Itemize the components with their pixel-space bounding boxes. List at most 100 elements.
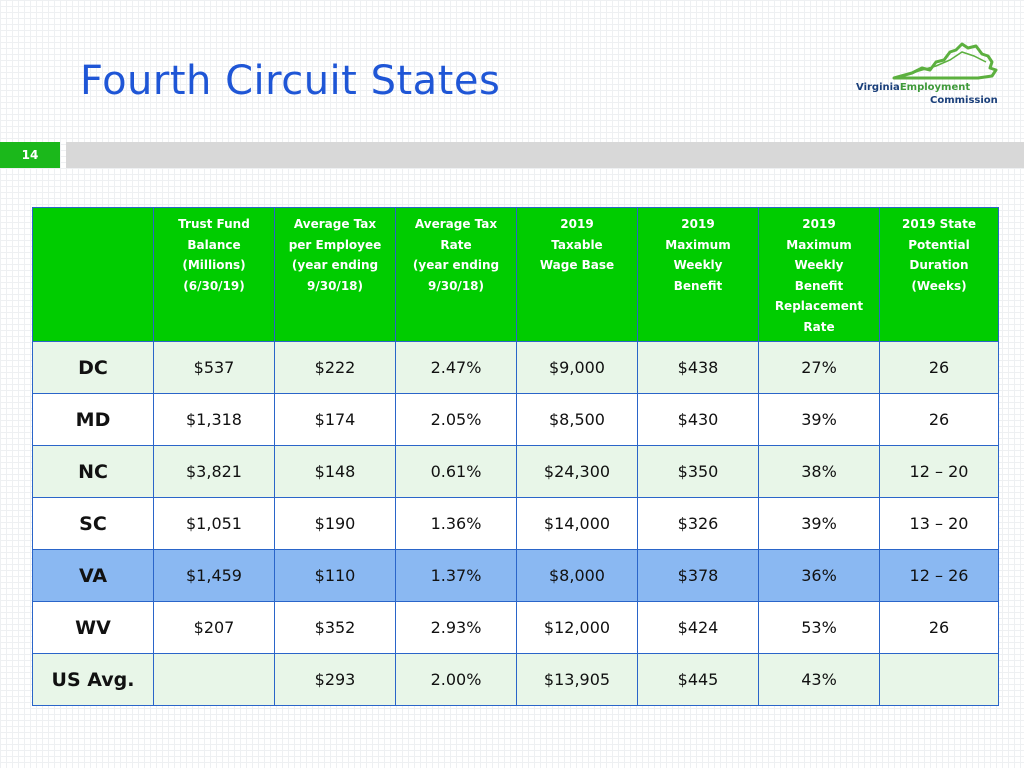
- slide-number: 14: [0, 142, 60, 168]
- table-cell: $13,905: [516, 653, 638, 706]
- table-cell: $148: [274, 445, 396, 498]
- table-cell: $174: [274, 393, 396, 446]
- table-cell: $12,000: [516, 601, 638, 654]
- table-cell: $350: [637, 445, 759, 498]
- table-cell: $537: [153, 341, 275, 394]
- table-row: NC $3,821 $148 0.61% $24,300 $350 38% 12 – 20: [32, 445, 999, 498]
- state-cell: SC: [32, 497, 154, 550]
- column-header-line: (6/30/19): [183, 278, 245, 293]
- table-cell: [153, 653, 275, 706]
- table-row: VA $1,459 $110 1.37% $8,000 $378 36% 12 – 26: [32, 549, 999, 602]
- table-cell: $9,000: [516, 341, 638, 394]
- column-header-line: 2019 State: [902, 217, 976, 231]
- column-header-line: Maximum: [665, 237, 731, 252]
- column-header-line: Replacement: [774, 299, 864, 313]
- table-cell: 39%: [758, 393, 880, 446]
- table-cell: 0.61%: [395, 445, 517, 498]
- table-cell: 12 – 26: [879, 549, 999, 602]
- column-header-line: Weekly: [673, 258, 723, 272]
- column-header-line: (year ending: [412, 258, 500, 272]
- table-cell: $222: [274, 341, 396, 394]
- table-cell: 13 – 20: [879, 497, 999, 550]
- table-cell: 26: [879, 601, 999, 654]
- column-header-line: Rate: [803, 319, 835, 334]
- table-cell: 36%: [758, 549, 880, 602]
- column-header-line: Taxable: [551, 237, 603, 252]
- column-header-line: Weekly: [794, 258, 844, 272]
- table-cell: $110: [274, 549, 396, 602]
- column-header: 2019 Maximum Weekly Benefit: [637, 207, 759, 342]
- state-cell: NC: [32, 445, 154, 498]
- table-row: WV $207 $352 2.93% $12,000 $424 53% 26: [32, 601, 999, 654]
- table-cell: 53%: [758, 601, 880, 654]
- column-header-line: 2019: [560, 217, 594, 231]
- table-body: DC $537 $222 2.47% $9,000 $438 27% 26 MD $1,318 $1…: [32, 341, 999, 706]
- table-header-row: Trust Fund Balance (Millions) (6/30/19) Aver…: [32, 207, 999, 342]
- column-header-line: 2019: [681, 217, 715, 231]
- fourth-circuit-table: Trust Fund Balance (Millions) (6/30/19) Aver…: [32, 207, 999, 706]
- table-cell: $207: [153, 601, 275, 654]
- table-cell: 1.37%: [395, 549, 517, 602]
- table-cell: $378: [637, 549, 759, 602]
- table-cell: 26: [879, 393, 999, 446]
- slide-title: Fourth Circuit States: [80, 58, 501, 104]
- table-cell: 1.36%: [395, 497, 517, 550]
- table-cell: $293: [274, 653, 396, 706]
- table-cell: $424: [637, 601, 759, 654]
- state-cell: US Avg.: [32, 653, 154, 706]
- logo-text-line1: VirginiaEmployment: [856, 82, 970, 93]
- table-row: SC $1,051 $190 1.36% $14,000 $326 39% 13 – 20: [32, 497, 999, 550]
- column-header-line: Wage Base: [539, 258, 615, 272]
- slide-number-bar: [66, 142, 1024, 168]
- table-cell: 43%: [758, 653, 880, 706]
- column-header-line: Potential: [908, 237, 970, 252]
- state-cell: MD: [32, 393, 154, 446]
- column-header: [32, 207, 154, 342]
- table-cell: $352: [274, 601, 396, 654]
- table-cell: $1,459: [153, 549, 275, 602]
- column-header-line: (Weeks): [911, 278, 967, 293]
- column-header-line: Benefit: [794, 278, 844, 293]
- table-cell: $24,300: [516, 445, 638, 498]
- table-cell: 12 – 20: [879, 445, 999, 498]
- table-cell: 26: [879, 341, 999, 394]
- table-cell: [879, 653, 999, 706]
- table-cell: $438: [637, 341, 759, 394]
- table-cell: $8,000: [516, 549, 638, 602]
- column-header: 2019 Taxable Wage Base: [516, 207, 638, 342]
- column-header-line: Benefit: [673, 278, 723, 293]
- column-header-line: Rate: [440, 237, 472, 252]
- table-row: US Avg. $293 2.00% $13,905 $445 43%: [32, 653, 999, 706]
- column-header: Trust Fund Balance (Millions) (6/30/19): [153, 207, 275, 342]
- table-cell: $14,000: [516, 497, 638, 550]
- column-header-line: 9/30/18): [428, 278, 484, 293]
- table-cell: $430: [637, 393, 759, 446]
- column-header-line: Balance: [187, 237, 241, 252]
- virginia-map-outline-icon: [892, 42, 998, 80]
- table-cell: 2.47%: [395, 341, 517, 394]
- column-header-line: Duration: [909, 258, 969, 272]
- table-row: DC $537 $222 2.47% $9,000 $438 27% 26: [32, 341, 999, 394]
- logo-word-virginia: Virginia: [856, 82, 900, 93]
- column-header-line: 9/30/18): [307, 278, 363, 293]
- column-header-line: Trust Fund: [178, 217, 250, 231]
- column-header: Average Tax per Employee (year ending 9/30/…: [274, 207, 396, 342]
- table-cell: $445: [637, 653, 759, 706]
- state-cell: VA: [32, 549, 154, 602]
- table-cell: 2.05%: [395, 393, 517, 446]
- column-header-line: (Millions): [182, 258, 246, 272]
- column-header-line: (year ending: [291, 258, 379, 272]
- table-cell: 39%: [758, 497, 880, 550]
- column-header: Average Tax Rate (year ending 9/30/18): [395, 207, 517, 342]
- logo-word-employment: Employment: [899, 82, 971, 93]
- column-header-line: Average Tax: [293, 217, 377, 231]
- table-cell: $8,500: [516, 393, 638, 446]
- table-row: MD $1,318 $174 2.05% $8,500 $430 39% 26: [32, 393, 999, 446]
- table-cell: 2.93%: [395, 601, 517, 654]
- table-cell: $3,821: [153, 445, 275, 498]
- state-cell: WV: [32, 601, 154, 654]
- column-header-line: Average Tax: [414, 217, 498, 231]
- table-cell: $326: [637, 497, 759, 550]
- table-cell: 38%: [758, 445, 880, 498]
- column-header-line: 2019: [802, 217, 836, 231]
